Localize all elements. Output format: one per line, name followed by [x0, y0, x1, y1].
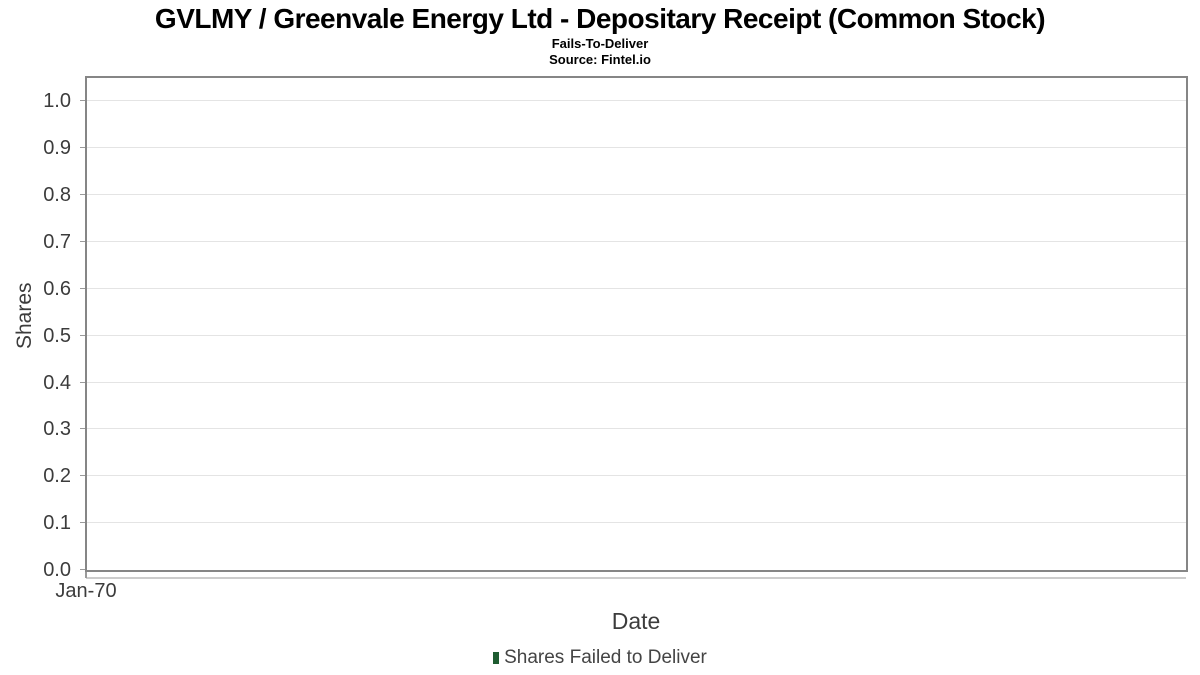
y-axis-tick-mark [80, 194, 85, 196]
gridline [87, 428, 1186, 430]
x-axis-line [86, 577, 1186, 579]
y-axis-tick-label: 0.1 [43, 512, 71, 535]
chart-subtitle: Fails-To-Deliver [551, 36, 649, 51]
y-axis-tick-mark [80, 241, 85, 242]
y-axis-tick-label: 1.0 [43, 90, 71, 113]
y-axis-tick-label: 0.2 [43, 465, 71, 488]
y-axis-tick-mark [80, 475, 85, 477]
legend-series-swatch-icon [493, 652, 500, 664]
y-axis-tick-label: 0.7 [43, 231, 71, 253]
gridline [87, 194, 1186, 196]
gridline [87, 522, 1186, 524]
chart-title: GVLMY / Greenvale Energy Ltd - Depositar… [154, 3, 1046, 34]
y-axis-tick-mark [80, 100, 85, 102]
y-axis-tick-mark [80, 569, 85, 570]
gridline [87, 381, 1186, 383]
legend-series-label: Shares Failed to Deliver [504, 647, 707, 668]
y-axis-tick-label: 0.0 [43, 559, 71, 581]
y-axis-tick-mark [80, 428, 85, 430]
x-axis-tick-label: Jan-70 [55, 580, 117, 602]
gridline [87, 475, 1186, 477]
y-axis-tick-mark [80, 287, 85, 289]
y-axis-tick-label: 0.5 [43, 324, 71, 347]
legend-item[interactable]: Shares Failed to Deliver [0, 646, 1200, 670]
y-axis-tick-mark [80, 522, 85, 524]
y-axis-tick-label: 0.8 [43, 184, 71, 207]
x-axis-title: Date [611, 608, 661, 634]
plot-area [85, 76, 1188, 572]
y-axis-tick-label: 0.3 [43, 418, 71, 441]
gridline [87, 147, 1186, 149]
y-axis: 0.0 0.1 0.2 0.3 0.4 0.5 0.6 0.7 0.8 0.9 1.0 [0, 78, 85, 580]
gridline [87, 100, 1186, 102]
y-axis-tick-mark [80, 381, 85, 383]
y-axis-tick-label: 0.6 [43, 277, 71, 300]
x-axis-tick-mark [85, 572, 87, 578]
y-axis-tick-label: 0.4 [43, 371, 71, 394]
gridline [87, 241, 1186, 242]
gridline [87, 334, 1186, 336]
y-axis-tick-mark [80, 334, 85, 336]
gridline [87, 287, 1186, 289]
y-axis-tick-mark [80, 147, 85, 149]
y-axis-tick-label: 0.9 [43, 137, 71, 160]
chart-source-label: Source: Fintel.io [549, 52, 651, 67]
